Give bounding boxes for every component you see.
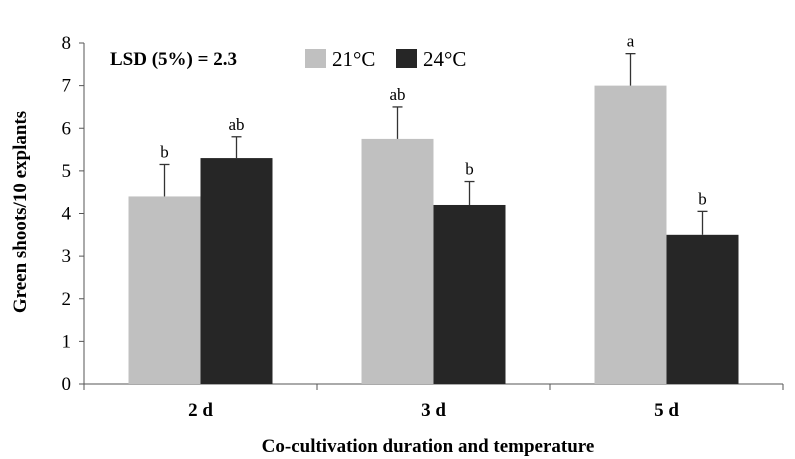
y-tick-label: 0 <box>62 374 72 395</box>
significance-letter: ab <box>389 85 405 104</box>
y-tick-label: 8 <box>62 33 72 54</box>
significance-letter: b <box>698 189 707 208</box>
significance-letter: ab <box>228 115 244 134</box>
y-tick-label: 5 <box>62 161 72 182</box>
lsd-annotation: LSD (5%) = 2.3 <box>110 49 237 70</box>
x-category-label: 2 d <box>188 400 213 421</box>
significance-letter: a <box>627 32 635 51</box>
legend-label-21c: 21°C <box>332 47 375 71</box>
x-category-label: 3 d <box>421 400 446 421</box>
bar-24c <box>433 204 506 384</box>
bar-21c <box>594 85 667 384</box>
bar-21c <box>128 196 201 384</box>
bar-24c <box>200 158 273 384</box>
y-tick-label: 2 <box>62 289 72 310</box>
y-tick-label: 1 <box>62 331 72 352</box>
y-tick-label: 3 <box>62 246 72 267</box>
bar-24c <box>666 234 739 384</box>
bar-21c <box>361 138 434 384</box>
significance-letter: b <box>465 160 474 179</box>
legend-swatch-24c <box>396 49 417 68</box>
legend-swatch-21c <box>305 49 326 68</box>
y-tick-label: 7 <box>62 76 72 97</box>
y-axis-title: Green shoots/10 explants <box>10 111 31 313</box>
y-tick-label: 4 <box>62 204 72 225</box>
y-tick-label: 6 <box>62 118 72 139</box>
labels: 0 1 2 3 4 5 6 7 8 2 d 3 d 5 d b ab a ab b b <box>62 32 707 421</box>
x-axis-title: Co-cultivation duration and temperature <box>262 436 595 457</box>
significance-letter: b <box>160 142 169 161</box>
x-category-label: 5 d <box>654 400 679 421</box>
bars <box>128 53 739 384</box>
legend: 21°C 24°C <box>305 47 466 71</box>
legend-label-24c: 24°C <box>423 47 466 71</box>
